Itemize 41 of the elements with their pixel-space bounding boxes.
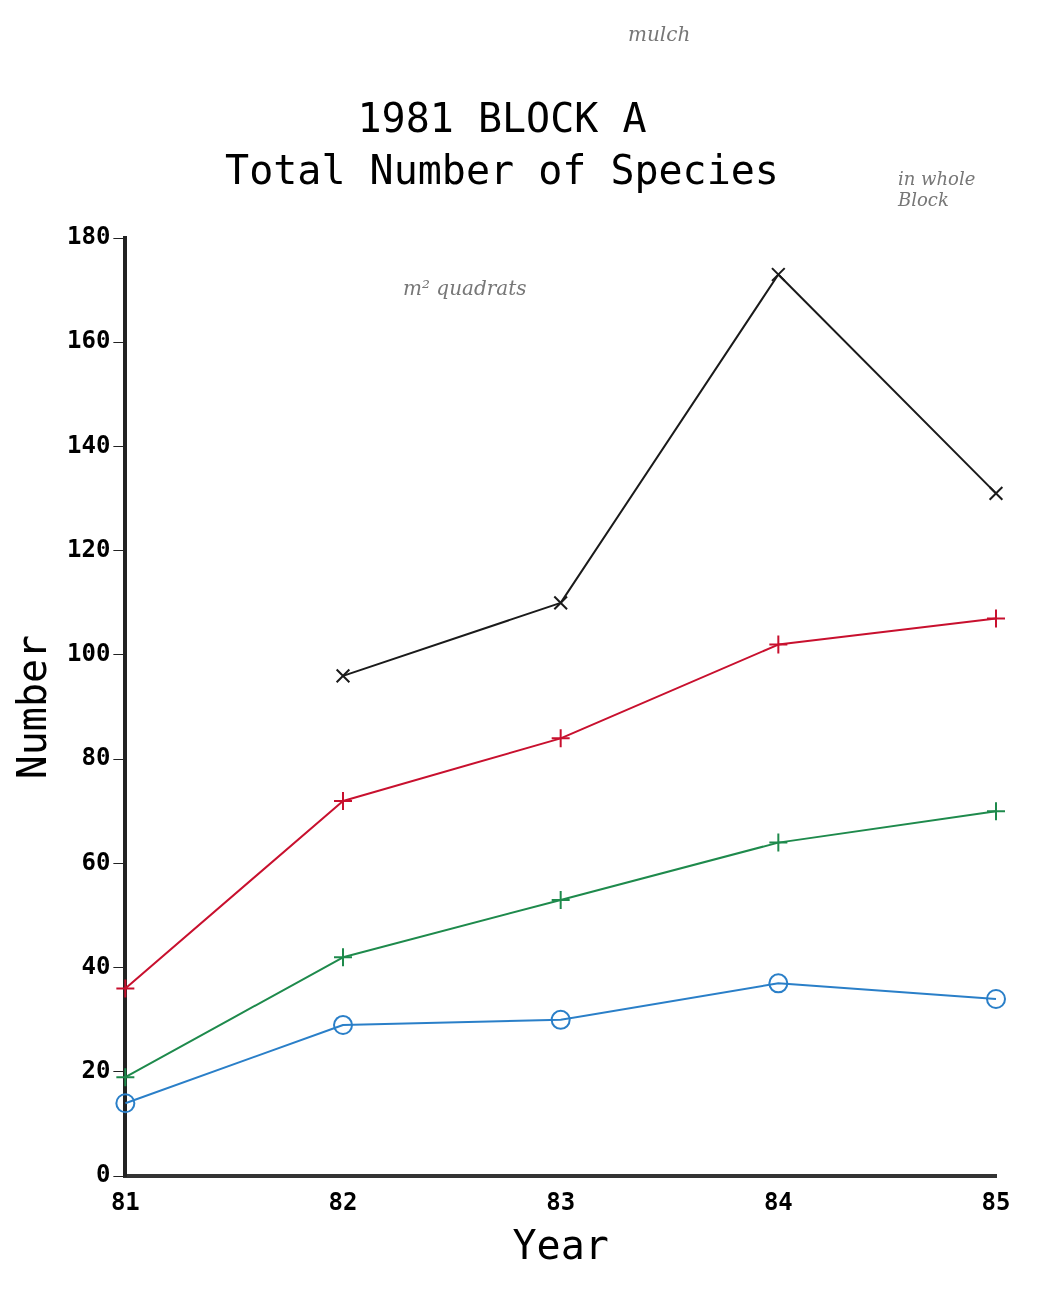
point bbox=[768, 832, 789, 853]
point bbox=[550, 889, 571, 910]
point bbox=[115, 978, 136, 999]
y-axis-title: Number bbox=[9, 634, 56, 780]
annotation: m² quadrats bbox=[403, 276, 527, 300]
point bbox=[550, 728, 571, 749]
y-tick-label: 160 bbox=[66, 326, 111, 355]
point bbox=[333, 947, 354, 968]
text: in whole Block bbox=[898, 168, 977, 210]
y-tick-label: 140 bbox=[66, 430, 111, 459]
point bbox=[553, 595, 569, 611]
point bbox=[333, 1015, 354, 1036]
point bbox=[335, 668, 351, 684]
point bbox=[988, 486, 1004, 501]
point bbox=[550, 1009, 571, 1030]
point bbox=[333, 790, 354, 811]
y-tick-label: 40 bbox=[81, 951, 111, 980]
y-tick-label: 60 bbox=[81, 847, 111, 876]
y-tick-label: 0 bbox=[95, 1160, 111, 1189]
point bbox=[770, 267, 786, 282]
x-tick-label: 85 bbox=[981, 1187, 1011, 1216]
y-tick-label: 20 bbox=[81, 1056, 111, 1085]
x-tick-label: 84 bbox=[763, 1187, 793, 1216]
y-tick-label: 80 bbox=[81, 743, 111, 772]
point bbox=[986, 608, 1006, 629]
point bbox=[986, 801, 1006, 822]
x-tick-label: 82 bbox=[328, 1187, 358, 1216]
x-axis-title: Year bbox=[512, 1222, 609, 1269]
chart-subtitle: Total Number of Species bbox=[225, 147, 779, 194]
x-tick-label: 83 bbox=[546, 1187, 576, 1216]
y-tick-label: 180 bbox=[66, 222, 111, 251]
x-tick-label: 81 bbox=[110, 1187, 140, 1216]
y-tick-label: 120 bbox=[66, 534, 111, 563]
point bbox=[986, 988, 1006, 1009]
point bbox=[768, 973, 789, 994]
point bbox=[115, 1067, 136, 1088]
y-tick-label: 100 bbox=[66, 639, 111, 668]
point bbox=[115, 1093, 136, 1114]
point bbox=[768, 634, 789, 655]
chart-title: 1981 BLOCK A bbox=[357, 95, 647, 142]
text: mulch bbox=[628, 22, 691, 46]
